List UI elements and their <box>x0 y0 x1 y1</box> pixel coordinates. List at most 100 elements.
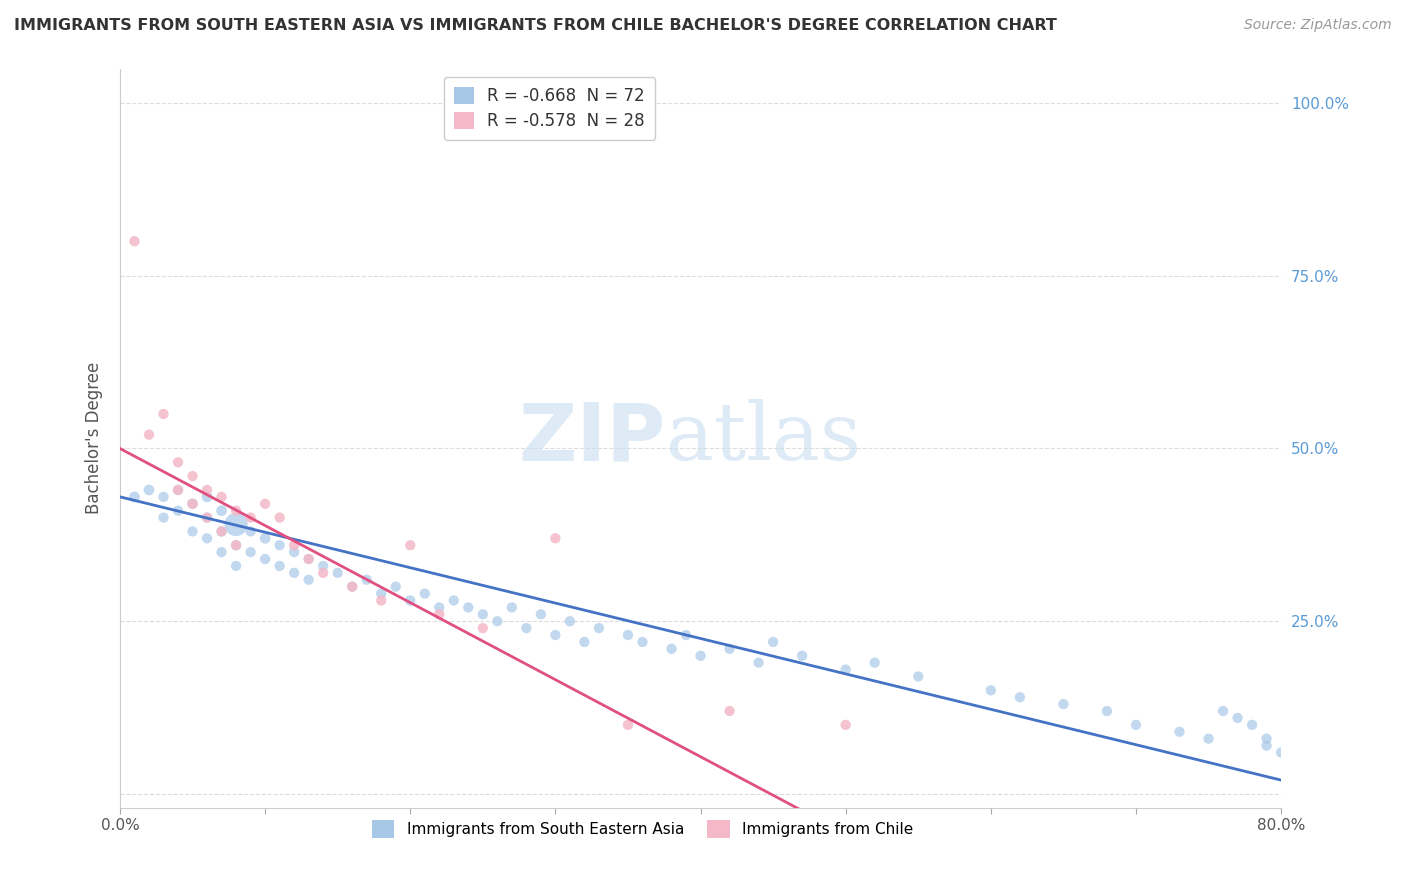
Point <box>1241 718 1264 732</box>
Point <box>283 545 305 559</box>
Point <box>617 628 640 642</box>
Point <box>152 490 174 504</box>
Point <box>558 614 581 628</box>
Text: atlas: atlas <box>665 399 860 477</box>
Point <box>1125 718 1147 732</box>
Point <box>283 538 305 552</box>
Point <box>167 483 190 497</box>
Point <box>748 656 770 670</box>
Point <box>1198 731 1220 746</box>
Point <box>356 573 378 587</box>
Point <box>326 566 349 580</box>
Point <box>195 510 218 524</box>
Point <box>195 490 218 504</box>
Point <box>1270 746 1292 760</box>
Point <box>515 621 537 635</box>
Point <box>195 510 218 524</box>
Point <box>138 427 160 442</box>
Point <box>907 669 929 683</box>
Point <box>1168 724 1191 739</box>
Point <box>574 635 596 649</box>
Point <box>225 538 247 552</box>
Point <box>152 510 174 524</box>
Point <box>399 593 422 607</box>
Point <box>718 704 741 718</box>
Point <box>689 648 711 663</box>
Point <box>457 600 479 615</box>
Point <box>530 607 553 622</box>
Point <box>718 641 741 656</box>
Point <box>152 407 174 421</box>
Point <box>254 531 277 545</box>
Point <box>427 600 450 615</box>
Point <box>298 552 321 566</box>
Point <box>254 497 277 511</box>
Point <box>792 648 814 663</box>
Point <box>1095 704 1118 718</box>
Point <box>211 524 233 539</box>
Point <box>195 531 218 545</box>
Point <box>138 483 160 497</box>
Text: Source: ZipAtlas.com: Source: ZipAtlas.com <box>1244 18 1392 32</box>
Point <box>239 510 262 524</box>
Point <box>486 614 509 628</box>
Point <box>124 234 146 248</box>
Text: ZIP: ZIP <box>519 399 665 477</box>
Point <box>675 628 697 642</box>
Point <box>211 490 233 504</box>
Point <box>834 718 856 732</box>
Point <box>167 504 190 518</box>
Point <box>340 580 363 594</box>
Point <box>471 621 494 635</box>
Point <box>269 510 291 524</box>
Point <box>980 683 1002 698</box>
Point <box>167 483 190 497</box>
Point <box>443 593 465 607</box>
Point <box>370 586 392 600</box>
Point <box>340 580 363 594</box>
Point <box>762 635 785 649</box>
Point <box>384 580 406 594</box>
Point <box>427 607 450 622</box>
Point <box>588 621 610 635</box>
Point <box>298 573 321 587</box>
Point <box>1226 711 1249 725</box>
Point <box>544 531 567 545</box>
Point <box>225 538 247 552</box>
Point <box>370 593 392 607</box>
Point <box>399 538 422 552</box>
Point <box>181 469 204 483</box>
Point <box>544 628 567 642</box>
Point <box>181 497 204 511</box>
Point <box>471 607 494 622</box>
Point <box>181 524 204 539</box>
Point <box>312 566 335 580</box>
Point <box>239 524 262 539</box>
Point <box>501 600 523 615</box>
Y-axis label: Bachelor's Degree: Bachelor's Degree <box>86 362 103 515</box>
Point <box>863 656 886 670</box>
Point <box>195 483 218 497</box>
Legend: Immigrants from South Eastern Asia, Immigrants from Chile: Immigrants from South Eastern Asia, Immi… <box>366 814 920 845</box>
Point <box>124 490 146 504</box>
Point <box>225 558 247 573</box>
Point <box>211 504 233 518</box>
Point <box>283 566 305 580</box>
Point <box>413 586 436 600</box>
Point <box>298 552 321 566</box>
Point <box>631 635 654 649</box>
Point <box>167 455 190 469</box>
Point <box>254 552 277 566</box>
Point <box>181 497 204 511</box>
Point <box>211 545 233 559</box>
Point <box>1052 697 1074 711</box>
Point <box>1256 731 1278 746</box>
Point <box>211 524 233 539</box>
Point <box>269 538 291 552</box>
Point <box>269 558 291 573</box>
Point <box>225 517 247 532</box>
Point <box>1256 739 1278 753</box>
Point <box>312 558 335 573</box>
Point <box>239 545 262 559</box>
Point <box>1008 690 1031 705</box>
